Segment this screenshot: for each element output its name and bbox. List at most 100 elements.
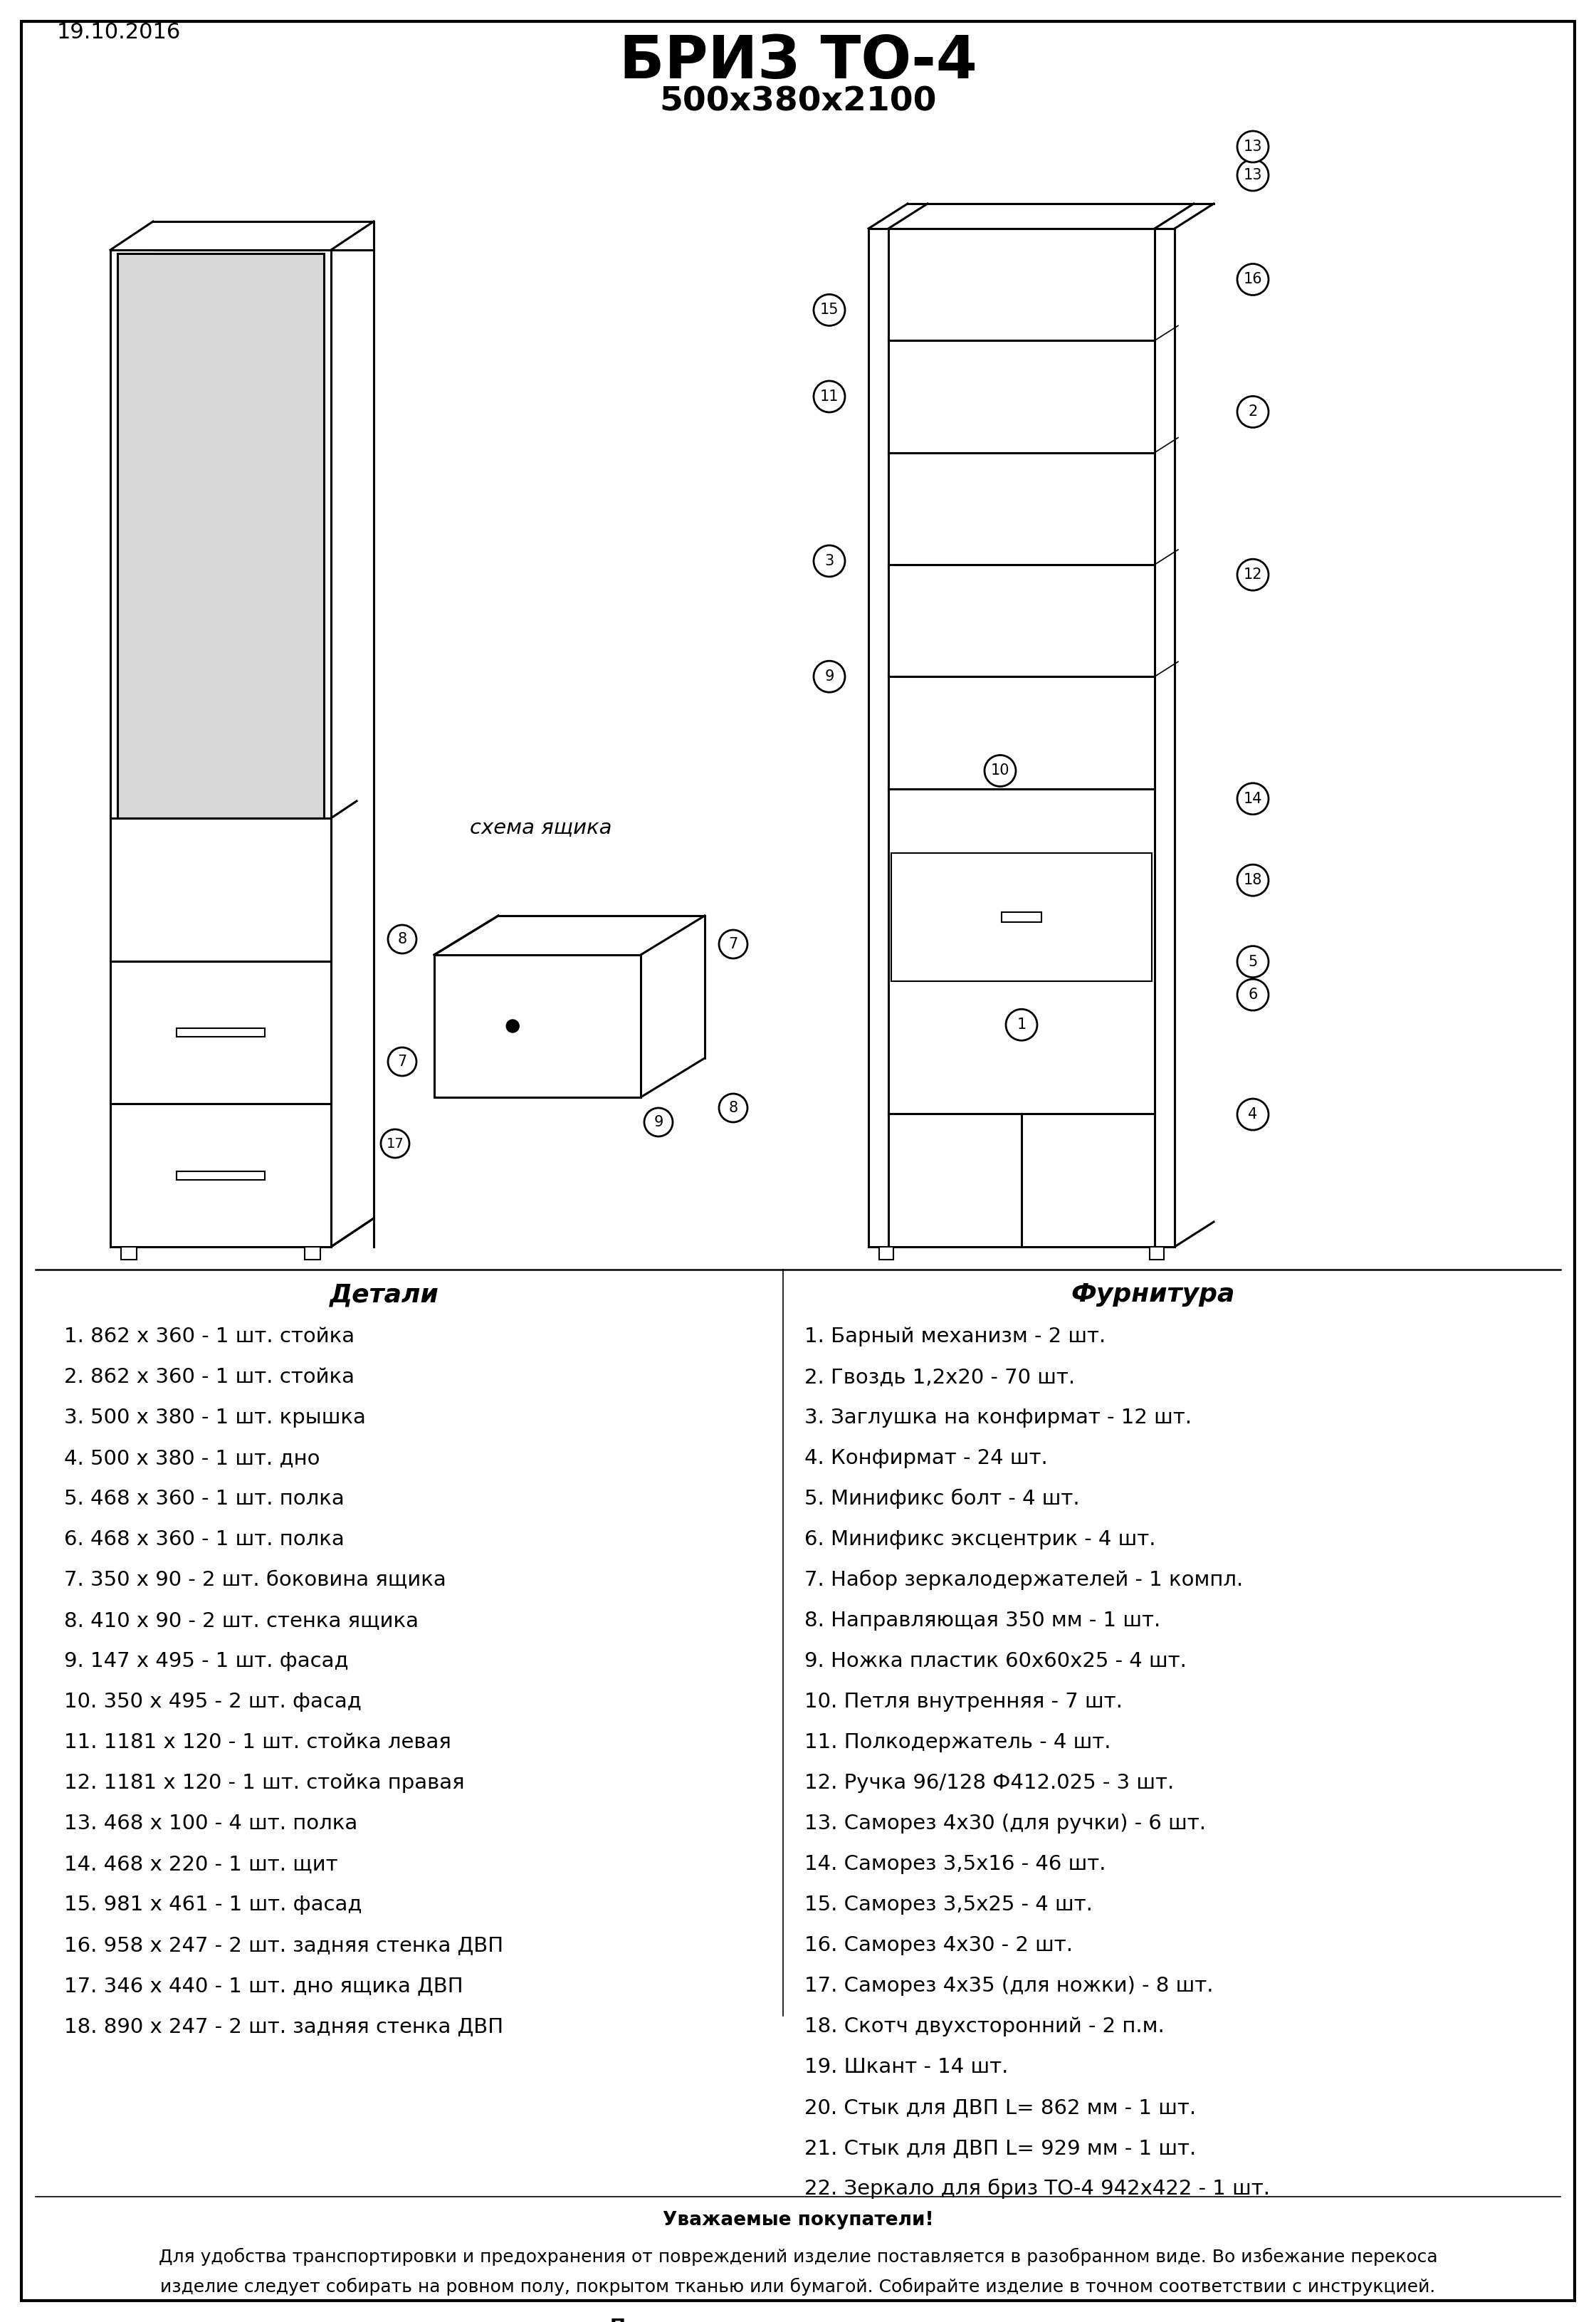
Text: 10: 10 xyxy=(991,764,1010,778)
Circle shape xyxy=(1237,397,1269,427)
Circle shape xyxy=(814,546,844,576)
Text: 21. Стык для ДВП L= 929 мм - 1 шт.: 21. Стык для ДВП L= 929 мм - 1 шт. xyxy=(804,2139,1195,2157)
Text: 11. Полкодержатель - 4 шт.: 11. Полкодержатель - 4 шт. xyxy=(804,1732,1111,1753)
Text: 5. 468 х 360 - 1 шт. полка: 5. 468 х 360 - 1 шт. полка xyxy=(64,1488,345,1509)
Text: 15: 15 xyxy=(820,302,839,318)
Text: 15. 981 х 461 - 1 шт. фасад: 15. 981 х 461 - 1 шт. фасад xyxy=(64,1895,362,1916)
Text: 9. Ножка пластик 60х60х25 - 4 шт.: 9. Ножка пластик 60х60х25 - 4 шт. xyxy=(804,1651,1186,1672)
Bar xyxy=(305,1247,321,1259)
Text: 3. 500 х 380 - 1 шт. крышка: 3. 500 х 380 - 1 шт. крышка xyxy=(64,1407,365,1428)
Text: 13. 468 х 100 - 4 шт. полка: 13. 468 х 100 - 4 шт. полка xyxy=(64,1813,358,1834)
Text: 13: 13 xyxy=(1243,139,1262,153)
Circle shape xyxy=(1237,980,1269,1010)
Text: схема ящика: схема ящика xyxy=(469,817,611,838)
Text: 12. Ручка 96/128 Ф412.025 - 3 шт.: 12. Ручка 96/128 Ф412.025 - 3 шт. xyxy=(804,1774,1175,1793)
Circle shape xyxy=(985,755,1015,787)
Text: 8: 8 xyxy=(728,1101,737,1115)
Circle shape xyxy=(814,662,844,692)
Text: 14. 468 х 220 - 1 шт. щит: 14. 468 х 220 - 1 шт. щит xyxy=(64,1855,338,1874)
Text: 2. 862 х 360 - 1 шт. стойка: 2. 862 х 360 - 1 шт. стойка xyxy=(64,1368,354,1386)
Circle shape xyxy=(1237,265,1269,295)
Circle shape xyxy=(388,1047,417,1075)
Circle shape xyxy=(1237,945,1269,978)
Circle shape xyxy=(1005,1010,1037,1040)
Text: 6. Минификс эксцентрик - 4 шт.: 6. Минификс эксцентрик - 4 шт. xyxy=(804,1530,1156,1549)
Circle shape xyxy=(506,1019,519,1033)
Text: 10. 350 х 495 - 2 шт. фасад: 10. 350 х 495 - 2 шт. фасад xyxy=(64,1693,362,1711)
Circle shape xyxy=(645,1108,672,1135)
Text: 14: 14 xyxy=(1243,792,1262,806)
Text: 7. Набор зеркалодержателей - 1 компл.: 7. Набор зеркалодержателей - 1 компл. xyxy=(804,1570,1243,1591)
Circle shape xyxy=(718,929,747,959)
Text: 9: 9 xyxy=(825,669,835,683)
Text: 10. Петля внутренняя - 7 шт.: 10. Петля внутренняя - 7 шт. xyxy=(804,1693,1122,1711)
Text: 18: 18 xyxy=(1243,873,1262,887)
Text: Уважаемые покупатели!: Уважаемые покупатели! xyxy=(662,2211,934,2229)
Bar xyxy=(1149,1247,1163,1259)
Text: 11. 1181 х 120 - 1 шт. стойка левая: 11. 1181 х 120 - 1 шт. стойка левая xyxy=(64,1732,452,1753)
Circle shape xyxy=(1237,783,1269,815)
Text: 500х380х2100: 500х380х2100 xyxy=(659,86,937,118)
Text: Правила эксплуатации и гарантии: Правила эксплуатации и гарантии xyxy=(610,2317,986,2322)
Text: 17: 17 xyxy=(386,1138,404,1149)
Circle shape xyxy=(814,295,844,325)
Text: 2: 2 xyxy=(1248,404,1258,418)
Text: 1. 862 х 360 - 1 шт. стойка: 1. 862 х 360 - 1 шт. стойка xyxy=(64,1326,354,1347)
Text: Фурнитура: Фурнитура xyxy=(1071,1282,1235,1307)
Text: 9. 147 х 495 - 1 шт. фасад: 9. 147 х 495 - 1 шт. фасад xyxy=(64,1651,348,1672)
Text: 22. Зеркало для бриз ТО-4 942х422 - 1 шт.: 22. Зеркало для бриз ТО-4 942х422 - 1 шт… xyxy=(804,2178,1270,2199)
Bar xyxy=(177,1029,265,1036)
Text: 13: 13 xyxy=(1243,167,1262,183)
Circle shape xyxy=(1237,560,1269,590)
Circle shape xyxy=(1237,160,1269,190)
Text: 4. 500 х 380 - 1 шт. дно: 4. 500 х 380 - 1 шт. дно xyxy=(64,1449,319,1468)
Bar xyxy=(879,1247,894,1259)
Text: 7: 7 xyxy=(397,1054,407,1068)
Text: 8: 8 xyxy=(397,931,407,947)
Bar xyxy=(121,1247,137,1259)
Circle shape xyxy=(814,381,844,413)
Bar xyxy=(118,253,324,817)
Text: 3: 3 xyxy=(825,555,835,569)
Text: 1. Барный механизм - 2 шт.: 1. Барный механизм - 2 шт. xyxy=(804,1326,1106,1347)
Text: 12. 1181 х 120 - 1 шт. стойка правая: 12. 1181 х 120 - 1 шт. стойка правая xyxy=(64,1774,464,1793)
Circle shape xyxy=(718,1094,747,1122)
Text: 3. Заглушка на конфирмат - 12 шт.: 3. Заглушка на конфирмат - 12 шт. xyxy=(804,1407,1192,1428)
Text: 17. 346 х 440 - 1 шт. дно ящика ДВП: 17. 346 х 440 - 1 шт. дно ящика ДВП xyxy=(64,1976,463,1997)
Text: 11: 11 xyxy=(820,390,839,404)
Text: 13. Саморез 4х30 (для ручки) - 6 шт.: 13. Саморез 4х30 (для ручки) - 6 шт. xyxy=(804,1813,1207,1834)
Text: 18. 890 х 247 - 2 шт. задняя стенка ДВП: 18. 890 х 247 - 2 шт. задняя стенка ДВП xyxy=(64,2015,503,2036)
Text: 19. Шкант - 14 шт.: 19. Шкант - 14 шт. xyxy=(804,2057,1009,2078)
Text: 16. 958 х 247 - 2 шт. задняя стенка ДВП: 16. 958 х 247 - 2 шт. задняя стенка ДВП xyxy=(64,1934,503,1955)
Text: Для удобства транспортировки и предохранения от повреждений изделие поставляется: Для удобства транспортировки и предохран… xyxy=(158,2248,1438,2266)
Circle shape xyxy=(1237,864,1269,896)
Text: БРИЗ ТО-4: БРИЗ ТО-4 xyxy=(619,33,977,91)
Text: 8. Направляющая 350 мм - 1 шт.: 8. Направляющая 350 мм - 1 шт. xyxy=(804,1611,1160,1630)
Circle shape xyxy=(1237,1098,1269,1131)
Text: 15. Саморез 3,5х25 - 4 шт.: 15. Саморез 3,5х25 - 4 шт. xyxy=(804,1895,1093,1916)
Bar xyxy=(1002,913,1042,922)
Text: 20. Стык для ДВП L= 862 мм - 1 шт.: 20. Стык для ДВП L= 862 мм - 1 шт. xyxy=(804,2097,1195,2118)
Text: 9: 9 xyxy=(654,1115,664,1128)
Circle shape xyxy=(381,1128,409,1159)
Text: изделие следует собирать на ровном полу, покрытом тканью или бумагой. Собирайте : изделие следует собирать на ровном полу,… xyxy=(160,2278,1436,2296)
Text: 1: 1 xyxy=(1017,1017,1026,1031)
Text: 4: 4 xyxy=(1248,1108,1258,1122)
Circle shape xyxy=(388,924,417,954)
Text: 5. Минификс болт - 4 шт.: 5. Минификс болт - 4 шт. xyxy=(804,1488,1079,1509)
Text: 14. Саморез 3,5х16 - 46 шт.: 14. Саморез 3,5х16 - 46 шт. xyxy=(804,1855,1106,1874)
Text: 4. Конфирмат - 24 шт.: 4. Конфирмат - 24 шт. xyxy=(804,1449,1047,1468)
Text: 8. 410 х 90 - 2 шт. стенка ящика: 8. 410 х 90 - 2 шт. стенка ящика xyxy=(64,1611,418,1630)
Text: 6: 6 xyxy=(1248,987,1258,1001)
Text: 7: 7 xyxy=(728,938,737,952)
Text: 6. 468 х 360 - 1 шт. полка: 6. 468 х 360 - 1 шт. полка xyxy=(64,1530,345,1549)
Bar xyxy=(177,1170,265,1180)
Text: 16. Саморез 4х30 - 2 шт.: 16. Саморез 4х30 - 2 шт. xyxy=(804,1934,1073,1955)
Text: 5: 5 xyxy=(1248,954,1258,968)
Text: 7. 350 х 90 - 2 шт. боковина ящика: 7. 350 х 90 - 2 шт. боковина ящика xyxy=(64,1570,447,1591)
Circle shape xyxy=(1237,130,1269,163)
Text: 12: 12 xyxy=(1243,567,1262,583)
Text: Детали: Детали xyxy=(330,1282,439,1307)
Text: 17. Саморез 4х35 (для ножки) - 8 шт.: 17. Саморез 4х35 (для ножки) - 8 шт. xyxy=(804,1976,1213,1997)
Text: 2. Гвоздь 1,2х20 - 70 шт.: 2. Гвоздь 1,2х20 - 70 шт. xyxy=(804,1368,1076,1386)
